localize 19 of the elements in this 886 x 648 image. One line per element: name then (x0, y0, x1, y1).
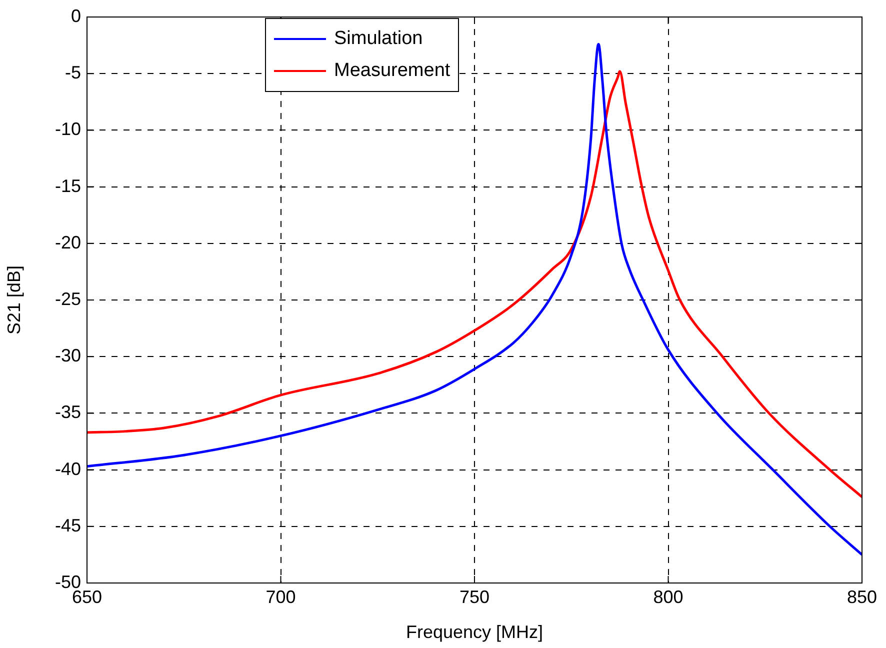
x-axis-title: Frequency [MHz] (406, 622, 544, 642)
y-tick-label: -35 (54, 402, 81, 422)
line-series (87, 42, 862, 556)
y-tick-label: -20 (54, 232, 81, 252)
legend-label: Simulation (334, 28, 423, 50)
legend-label: Measurement (334, 60, 450, 82)
y-axis-title: S21 [dB] (4, 265, 24, 335)
y-tick-label: -5 (64, 62, 81, 83)
y-tick-label: -40 (54, 458, 81, 479)
y-tick-label: -30 (54, 346, 81, 366)
x-tick-label: 700 (266, 586, 296, 607)
x-tick-label: 750 (459, 586, 490, 607)
x-tick-label: 800 (653, 586, 684, 607)
y-tick-label: 0 (70, 6, 81, 26)
y-tick-label: -45 (54, 515, 81, 536)
y-tick-label: -15 (54, 176, 81, 196)
x-tick-label: 850 (846, 586, 878, 607)
y-tick-label: -10 (54, 119, 81, 140)
y-tick-label: -25 (54, 288, 81, 309)
